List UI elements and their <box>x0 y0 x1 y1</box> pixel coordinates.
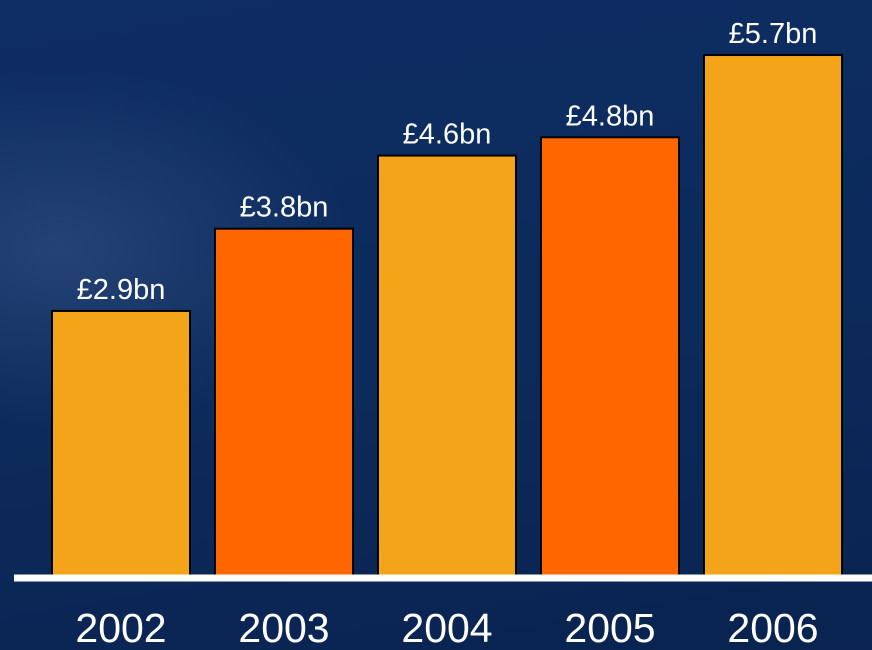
value-labels-group: £2.9bn £3.8bn £4.6bn £4.8bn £5.7bn <box>77 18 818 306</box>
category-labels-group: 2002 2003 2004 2005 2006 <box>75 605 818 650</box>
category-label-2006: 2006 <box>727 605 818 650</box>
category-label-2002: 2002 <box>75 605 166 650</box>
bar-2005 <box>540 136 680 577</box>
value-label-2003: £3.8bn <box>240 192 329 224</box>
category-label-2003: 2003 <box>238 605 329 650</box>
value-label-2006: £5.7bn <box>729 18 818 50</box>
bar-2004 <box>377 154 517 577</box>
bar-2002 <box>51 309 191 577</box>
value-label-2004: £4.6bn <box>403 119 492 151</box>
bar-2006 <box>703 54 843 577</box>
value-label-2002: £2.9bn <box>77 274 166 306</box>
category-label-2004: 2004 <box>401 605 492 650</box>
bar-2003 <box>214 227 354 577</box>
value-label-2005: £4.8bn <box>566 100 655 132</box>
category-label-2005: 2005 <box>564 605 655 650</box>
bars-group <box>51 54 843 577</box>
